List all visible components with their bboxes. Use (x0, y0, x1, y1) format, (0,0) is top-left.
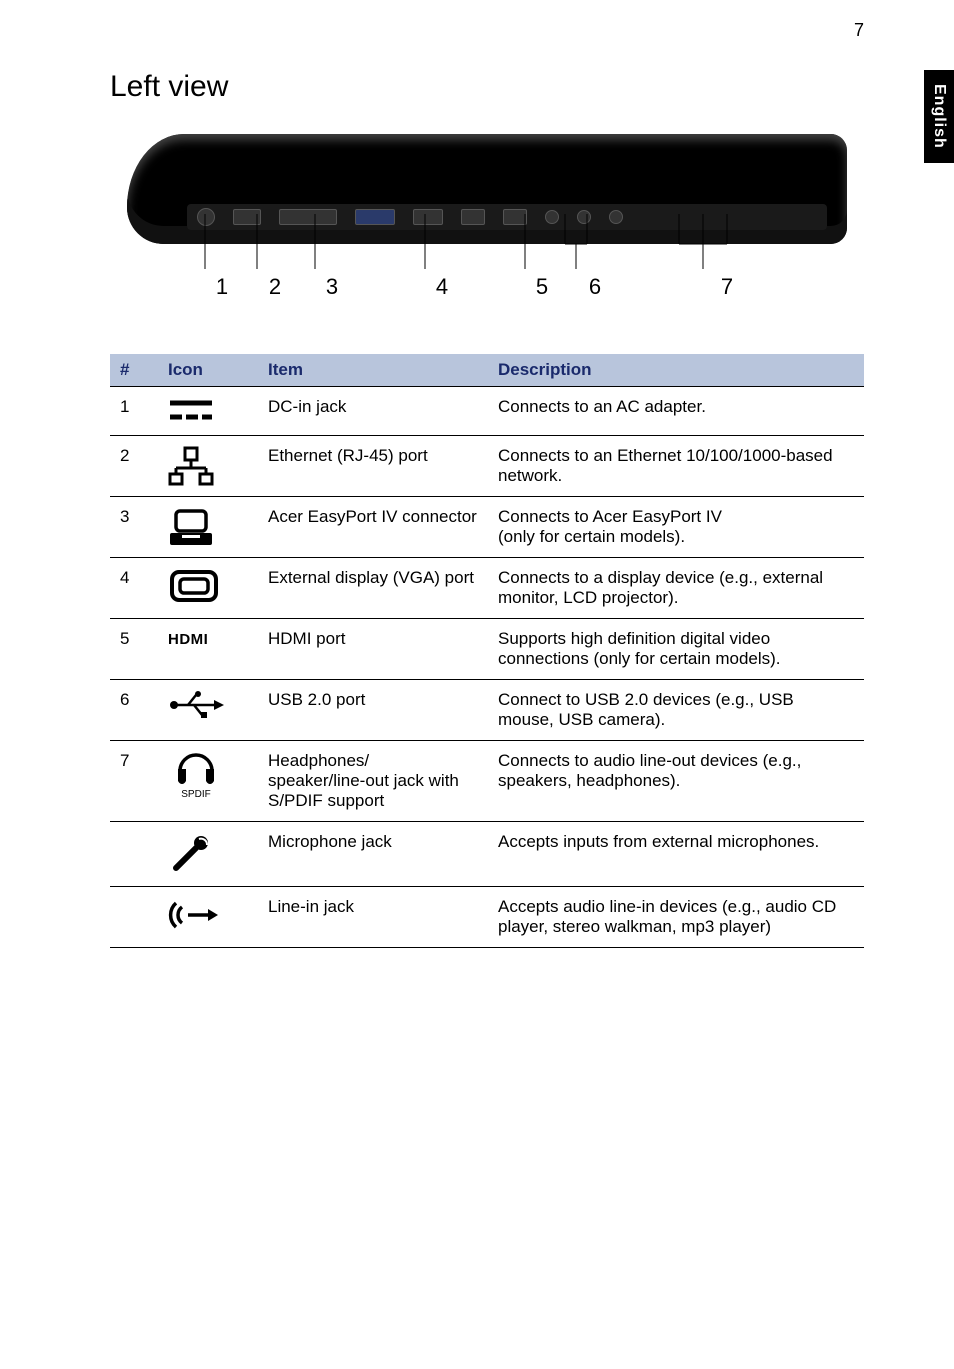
row-number (110, 822, 158, 887)
row-number (110, 887, 158, 948)
row-number: 2 (110, 436, 158, 497)
header-desc: Description (488, 354, 864, 387)
line-in-icon (158, 887, 258, 948)
ethernet-icon (158, 436, 258, 497)
header-icon: Icon (158, 354, 258, 387)
hdmi-text-icon: HDMI (168, 631, 208, 648)
row-description: Connects to an Ethernet 10/100/1000-base… (488, 436, 864, 497)
callout-number: 2 (269, 274, 281, 300)
row-item: DC-in jack (258, 387, 488, 436)
language-tab: English (924, 70, 954, 163)
table-row: Line-in jackAccepts audio line-in device… (110, 887, 864, 948)
row-number: 5 (110, 619, 158, 680)
row-description: Connects to Acer EasyPort IV (only for c… (488, 497, 864, 558)
row-number: 4 (110, 558, 158, 619)
laptop-left-view-figure: 1 2 3 4 5 6 7 (127, 124, 847, 324)
callout-number: 4 (436, 274, 448, 300)
row-item: Headphones/ speaker/line-out jack with S… (258, 741, 488, 822)
row-description: Connect to USB 2.0 devices (e.g., USB mo… (488, 680, 864, 741)
row-item: Ethernet (RJ-45) port (258, 436, 488, 497)
table-row: 5 HDMI HDMI portSupports high definition d… (110, 619, 864, 680)
row-item: Microphone jack (258, 822, 488, 887)
page-number: 7 (854, 20, 864, 41)
table-header-row: # Icon Item Description (110, 354, 864, 387)
usb-icon (158, 680, 258, 741)
table-row: 1 DC-in jackConnects to an AC adapter. (110, 387, 864, 436)
row-item: HDMI port (258, 619, 488, 680)
header-item: Item (258, 354, 488, 387)
headphone-spdif-icon: SPDIF (158, 741, 258, 822)
row-number: 7 (110, 741, 158, 822)
microphone-icon (158, 822, 258, 887)
callout-number: 6 (589, 274, 601, 300)
row-item: Line-in jack (258, 887, 488, 948)
callout-number: 1 (216, 274, 228, 300)
row-number: 6 (110, 680, 158, 741)
easyport-icon (158, 497, 258, 558)
callout-number: 3 (326, 274, 338, 300)
table-row: 7 SPDIF Headphones/ speaker/line-out jack … (110, 741, 864, 822)
row-description: Accepts inputs from external microphones… (488, 822, 864, 887)
section-title: Left view (110, 70, 864, 104)
svg-text:SPDIF: SPDIF (181, 789, 210, 799)
table-row: 4 External display (VGA) portConnects to … (110, 558, 864, 619)
row-description: Connects to a display device (e.g., exte… (488, 558, 864, 619)
row-description: Connects to audio line-out devices (e.g.… (488, 741, 864, 822)
row-number: 1 (110, 387, 158, 436)
row-item: Acer EasyPort IV connector (258, 497, 488, 558)
spec-table: # Icon Item Description 1DC-in jackConne… (110, 354, 864, 948)
callout-lines (187, 214, 827, 274)
row-description: Supports high definition digital video c… (488, 619, 864, 680)
row-item: USB 2.0 port (258, 680, 488, 741)
table-row: 6 USB 2.0 portConnect to USB 2.0 devices … (110, 680, 864, 741)
callout-number: 5 (536, 274, 548, 300)
hdmi-icon: HDMI (158, 619, 258, 680)
table-row: 3 Acer EasyPort IV connectorConnects to A… (110, 497, 864, 558)
header-num: # (110, 354, 158, 387)
vga-icon (158, 558, 258, 619)
row-number: 3 (110, 497, 158, 558)
row-item: External display (VGA) port (258, 558, 488, 619)
table-row: 2 Ethernet (RJ-45) portConnects to an Eth… (110, 436, 864, 497)
callout-number: 7 (721, 274, 733, 300)
row-description: Accepts audio line-in devices (e.g., aud… (488, 887, 864, 948)
dc-in-icon (158, 387, 258, 436)
row-description: Connects to an AC adapter. (488, 387, 864, 436)
table-row: Microphone jackAccepts inputs from exter… (110, 822, 864, 887)
